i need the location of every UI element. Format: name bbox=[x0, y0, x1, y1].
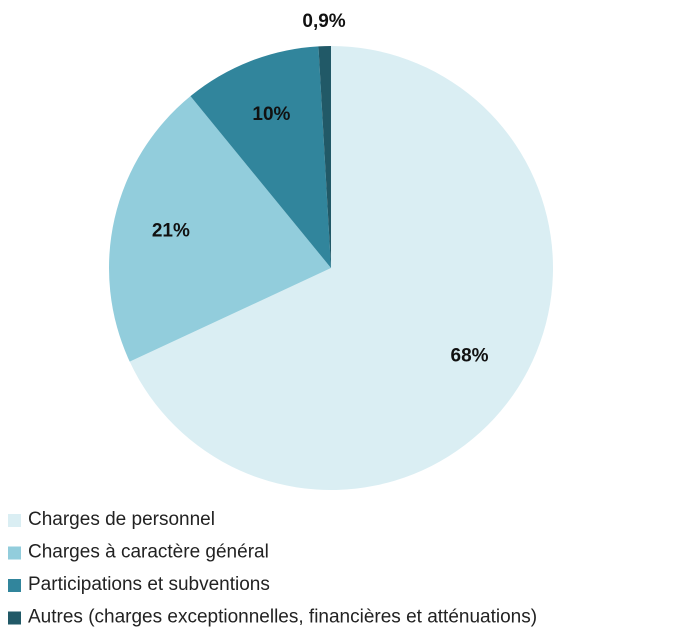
data-label: 10% bbox=[252, 104, 290, 125]
legend-swatch bbox=[8, 546, 21, 560]
legend-swatch bbox=[8, 514, 21, 527]
legend-swatch bbox=[8, 579, 21, 592]
data-label: 68% bbox=[451, 345, 489, 366]
legend-label: Autres (charges exceptionnelles, financi… bbox=[28, 607, 537, 628]
legend-label: Charges à caractère général bbox=[28, 542, 269, 563]
legend-label: Charges de personnel bbox=[28, 509, 215, 530]
legend-swatch bbox=[8, 611, 21, 625]
legend-label: Participations et subventions bbox=[28, 574, 270, 595]
pie-slice bbox=[318, 46, 331, 268]
pie-slice bbox=[129, 46, 553, 490]
pie-slice bbox=[108, 96, 331, 362]
data-label: 21% bbox=[152, 220, 190, 241]
data-label: 0,9% bbox=[302, 11, 345, 32]
pie-slice bbox=[190, 46, 331, 269]
